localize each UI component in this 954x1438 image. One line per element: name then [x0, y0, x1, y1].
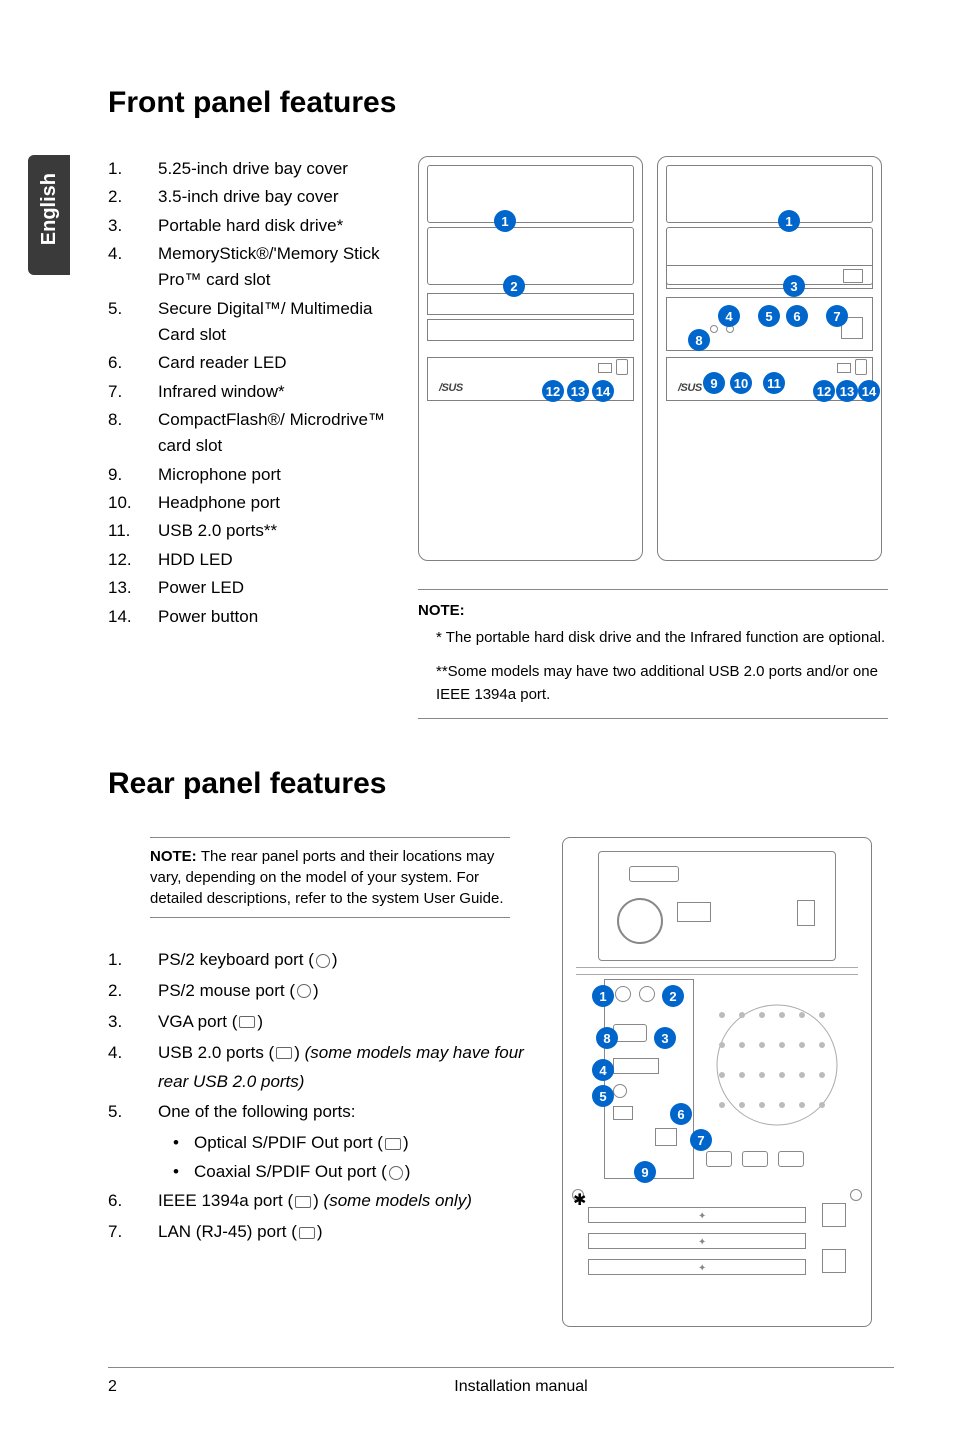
language-label: English	[38, 173, 61, 245]
front-heading: Front panel features	[108, 86, 894, 120]
front-case-right: /SUS 134567891011121314	[657, 156, 882, 561]
callout-badge: 8	[688, 329, 710, 351]
list-item: 12.HDD LED	[108, 547, 398, 573]
list-item: 11.USB 2.0 ports**	[108, 518, 398, 544]
rear-note-title: NOTE:	[150, 848, 201, 865]
callout-badge: 14	[592, 380, 614, 402]
rear-list: 1.PS/2 keyboard port ()2.PS/2 mouse port…	[108, 946, 538, 1247]
callout-badge: 12	[542, 380, 564, 402]
list-item: 3.Portable hard disk drive*	[108, 213, 398, 239]
callout-badge: 5	[758, 305, 780, 327]
list-item: 13.Power LED	[108, 575, 398, 601]
list-item: 14.Power button	[108, 604, 398, 630]
callout-badge: 7	[826, 305, 848, 327]
callout-badge: 12	[813, 380, 835, 402]
note-line2: **Some models may have two additional US…	[436, 661, 888, 706]
list-item: 3.VGA port ()	[108, 1008, 538, 1037]
list-item: 5.One of the following ports:	[108, 1098, 538, 1127]
footer-text: Installation manual	[148, 1378, 894, 1396]
front-section: 1.5.25-inch drive bay cover2.3.5-inch dr…	[108, 156, 894, 719]
callout-badge: 13	[836, 380, 858, 402]
callout-badge: 6	[786, 305, 808, 327]
rear-section: Rear panel features NOTE: The rear panel…	[108, 767, 894, 1327]
list-item: 4.USB 2.0 ports () (some models may have…	[108, 1039, 538, 1097]
callout-badge: 9	[703, 372, 725, 394]
note-title: NOTE:	[418, 602, 465, 619]
footer: 2 Installation manual	[108, 1367, 894, 1396]
callout-badge: 8	[596, 1027, 618, 1049]
front-list: 1.5.25-inch drive bay cover2.3.5-inch dr…	[108, 156, 398, 719]
list-item: 6.Card reader LED	[108, 350, 398, 376]
callout-badge: 11	[763, 372, 785, 394]
callout-badge: 10	[730, 372, 752, 394]
rear-flex: NOTE: The rear panel ports and their loc…	[108, 837, 894, 1327]
list-item: 4.MemoryStick®/'Memory Stick Pro™ card s…	[108, 241, 398, 294]
list-item: 6.IEEE 1394a port () (some models only)	[108, 1187, 538, 1216]
callout-badge: 1	[494, 210, 516, 232]
list-item: 2.3.5-inch drive bay cover	[108, 184, 398, 210]
front-case-left: /SUS 12121314	[418, 156, 643, 561]
page-content: Front panel features 1.5.25-inch drive b…	[108, 86, 894, 1327]
rear-note: NOTE: The rear panel ports and their loc…	[150, 837, 510, 918]
list-item: 7.LAN (RJ-45) port ()	[108, 1218, 538, 1247]
front-note: NOTE: * The portable hard disk drive and…	[418, 589, 888, 719]
callout-badge: 2	[662, 985, 684, 1007]
callout-badge: 5	[592, 1085, 614, 1107]
callout-badge: 3	[654, 1027, 676, 1049]
sub-list: •Optical S/PDIF Out port ()•Coaxial S/PD…	[158, 1129, 538, 1187]
callout-badge: 7	[690, 1129, 712, 1151]
callout-badge: 4	[718, 305, 740, 327]
rear-heading: Rear panel features	[108, 767, 894, 801]
callout-badge: 9	[634, 1161, 656, 1183]
page-number: 2	[108, 1378, 148, 1396]
callout-badge: 6	[670, 1103, 692, 1125]
callout-badge: 13	[567, 380, 589, 402]
callout-badge: 1	[592, 985, 614, 1007]
list-item: 5.Secure Digital™/ Multimedia Card slot	[108, 296, 398, 349]
front-diagrams: /SUS 12121314 /SUS	[418, 156, 888, 719]
list-item: 2.PS/2 mouse port ()	[108, 977, 538, 1006]
callout-badge: 4	[592, 1059, 614, 1081]
list-item: 1.5.25-inch drive bay cover	[108, 156, 398, 182]
list-item: 9.Microphone port	[108, 462, 398, 488]
callout-badge: 14	[858, 380, 880, 402]
rear-left-col: NOTE: The rear panel ports and their loc…	[108, 837, 538, 1327]
callout-badge: 3	[783, 275, 805, 297]
callout-badge: 1	[778, 210, 800, 232]
rear-note-body: The rear panel ports and their locations…	[150, 848, 504, 907]
note-line1: * The portable hard disk drive and the I…	[436, 627, 888, 650]
list-item: 7.Infrared window*	[108, 379, 398, 405]
list-item: 1.PS/2 keyboard port ()	[108, 946, 538, 975]
rear-diagram: ✦ ✦ ✦ ✱ 128345679	[562, 837, 872, 1327]
list-item: 8.CompactFlash®/ Microdrive™ card slot	[108, 407, 398, 460]
language-tab: English	[28, 155, 70, 275]
diagram-pair: /SUS 12121314 /SUS	[418, 156, 888, 561]
list-item: 10.Headphone port	[108, 490, 398, 516]
callout-badge: 2	[503, 275, 525, 297]
